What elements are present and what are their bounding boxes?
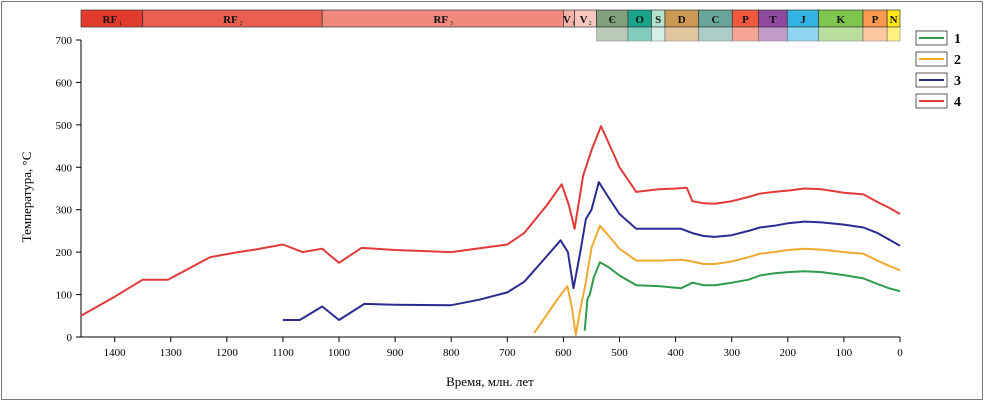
x-tick-label: 1400: [104, 347, 127, 359]
timescale-label: S: [655, 14, 661, 26]
legend-label: 3: [954, 74, 961, 89]
timescale-label: P: [742, 14, 749, 26]
timescale-subsegment: [698, 26, 733, 42]
y-tick-label: 100: [56, 290, 73, 302]
y-axis-label: Температура, °C: [19, 152, 34, 243]
timescale-label: O: [635, 14, 644, 26]
y-tick-label: 600: [56, 77, 73, 89]
timescale-label-index: 2: [239, 21, 242, 27]
y-tick-label: 0: [67, 332, 73, 344]
series: [80, 125, 901, 336]
y-tick-label: 400: [56, 162, 73, 174]
timescale-label: D: [678, 14, 686, 26]
timescale-subsegment: [731, 26, 759, 42]
timescale-subsegment: [862, 26, 888, 42]
timescale-subsegment: [758, 26, 788, 42]
timescale-label: P: [872, 14, 879, 26]
geologic-timescale: RF 1 RF 2 RF 3 V 1 V 2 Є O S D C P T J K P N: [80, 9, 901, 42]
x-tick-label: 1200: [216, 347, 239, 359]
x-tick-label: 500: [611, 347, 628, 359]
x-tick-label: 1300: [160, 347, 183, 359]
x-tick-label: 900: [387, 347, 404, 359]
timescale-label: J: [800, 14, 806, 26]
timescale-label: RF: [433, 14, 448, 26]
timescale-subsegment: [651, 26, 666, 42]
timescale-label: V: [563, 14, 571, 26]
x-tick-label: 600: [555, 347, 572, 359]
legend-label: 4: [954, 95, 961, 110]
timescale-label-index: 1: [572, 21, 575, 27]
x-tick-label: 800: [443, 347, 460, 359]
x-tick-label: 400: [667, 347, 684, 359]
timescale-label: C: [711, 14, 719, 26]
y-ticks: 0 100 200 300 400 500 600 700: [56, 35, 81, 344]
series-line-2: [533, 224, 901, 336]
timescale-label: N: [890, 14, 898, 26]
timescale-label: RF: [223, 14, 238, 26]
x-tick-label: 1000: [328, 347, 351, 359]
legend: 1 2 3 4: [915, 30, 961, 110]
y-tick-label: 500: [56, 120, 73, 132]
timescale-subsegment: [627, 26, 652, 42]
y-tick-label: 700: [56, 35, 73, 47]
y-tick-label: 200: [56, 247, 73, 259]
timescale-subsegment: [596, 26, 629, 42]
series-line-4: [80, 125, 901, 317]
series-line-3: [282, 181, 901, 321]
timescale-label: Є: [608, 14, 615, 26]
y-tick-label: 300: [56, 205, 73, 217]
series-line-1: [583, 261, 901, 331]
timescale-subsegment: [664, 26, 699, 42]
timescale-label-index: 1: [119, 21, 122, 27]
x-axis-label: Время, млн. лет: [446, 374, 534, 389]
timescale-subsegment: [886, 26, 901, 42]
legend-label: 2: [954, 53, 961, 68]
x-tick-label: 200: [780, 347, 797, 359]
timescale-label: K: [837, 14, 846, 26]
x-tick-label: 100: [836, 347, 853, 359]
x-tick-label: 0: [897, 347, 903, 359]
timescale-subsegment: [786, 26, 819, 42]
timescale-subsegment: [818, 26, 864, 42]
x-tick-label: 300: [723, 347, 740, 359]
x-ticks: 1400 1300 1200 1100 1000 900 800 700 600 500 400 30…: [104, 337, 903, 359]
timescale-label: T: [769, 14, 777, 26]
timescale-label: RF: [103, 14, 118, 26]
x-tick-label: 1100: [272, 347, 294, 359]
timescale-label-index: 3: [450, 21, 453, 27]
legend-label: 1: [954, 32, 961, 47]
timescale-label: V: [580, 14, 588, 26]
axes: [80, 40, 900, 338]
timescale-label-index: 2: [589, 21, 592, 27]
x-tick-label: 700: [499, 347, 516, 359]
